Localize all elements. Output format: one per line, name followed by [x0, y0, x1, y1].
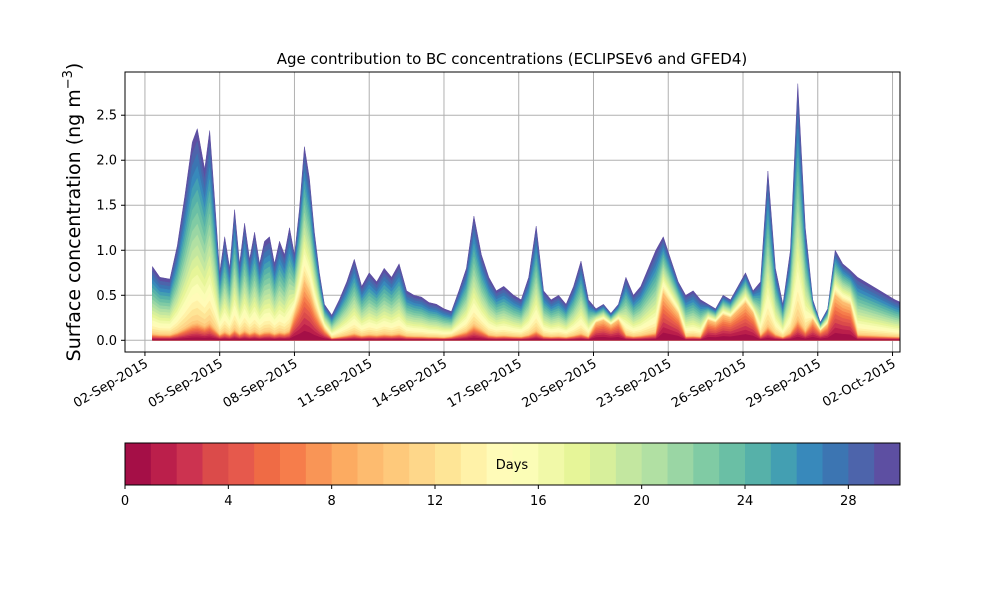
- colorbar-bin: [202, 443, 229, 485]
- age-band-0: [152, 330, 900, 341]
- colorbar-tick-label: 12: [427, 494, 444, 509]
- colorbar-tick-label: 0: [121, 494, 129, 509]
- colorbar-bin: [512, 443, 539, 485]
- colorbar-bin: [357, 443, 384, 485]
- colorbar-bin: [719, 443, 746, 485]
- colorbar-bin: [770, 443, 798, 485]
- x-tick-label: 23-Sep-2015: [594, 356, 674, 411]
- colorbar-tick-label: 16: [530, 494, 547, 509]
- colorbar-bin: [383, 443, 410, 485]
- colorbar-bin: [822, 443, 849, 485]
- colorbar-frame: [124, 442, 901, 486]
- x-tick-label: 08-Sep-2015: [221, 356, 301, 411]
- x-tick-label: 11-Sep-2015: [295, 356, 375, 411]
- colorbar-label: Days: [496, 458, 529, 473]
- x-tick-label: 17-Sep-2015: [445, 356, 525, 411]
- colorbar-bin: [564, 443, 591, 485]
- x-tick-label: 05-Sep-2015: [146, 356, 226, 411]
- x-tick-label: 02-Oct-2015: [820, 356, 898, 410]
- colorbar-bin: [538, 443, 565, 485]
- colorbar-bin: [590, 443, 617, 485]
- colorbar-bin: [150, 443, 178, 485]
- y-tick-label: 0.5: [96, 289, 117, 304]
- colorbar-bin: [745, 443, 772, 485]
- x-tick-label: 20-Sep-2015: [520, 356, 600, 411]
- colorbar-tick-label: 20: [633, 494, 650, 509]
- colorbar-tick-label: 24: [737, 494, 754, 509]
- y-tick-label: 2.5: [96, 109, 117, 124]
- colorbar-bin: [615, 443, 643, 485]
- y-axis-label-close: ): [63, 63, 85, 70]
- x-tick-label: 02-Sep-2015: [71, 356, 151, 411]
- colorbar-bin: [693, 443, 720, 485]
- age-band-2: [152, 317, 900, 341]
- colorbar-tick-label: 4: [224, 494, 232, 509]
- stacked-area-series: [152, 83, 900, 341]
- colorbar-tick-label: 28: [840, 494, 857, 509]
- colorbar-ticks: 0 4 8 12 16 20 24 28: [121, 485, 857, 509]
- y-tick-label: 1.0: [96, 244, 117, 259]
- colorbar-bin: [280, 443, 307, 485]
- y-tick-label: 2.0: [96, 154, 117, 169]
- y-axis-label-exponent: −3: [61, 70, 76, 89]
- colorbar-bin: [305, 443, 333, 485]
- y-tick-label: 0.0: [96, 334, 117, 349]
- colorbar-bin: [874, 443, 901, 485]
- y-tick-label: 1.5: [96, 199, 117, 214]
- colorbar-bin: [176, 443, 203, 485]
- x-tick-label: 26-Sep-2015: [669, 356, 749, 411]
- colorbar: [125, 443, 901, 485]
- age-band-1: [152, 323, 900, 341]
- colorbar-bin: [409, 443, 436, 485]
- colorbar-bin: [125, 443, 152, 485]
- y-axis-label-text: Surface concentration (ng m: [63, 89, 85, 361]
- y-axis-ticks: 0.0 0.5 1.0 1.5 2.0 2.5: [96, 109, 125, 349]
- colorbar-bin: [848, 443, 875, 485]
- x-tick-label: 14-Sep-2015: [370, 356, 450, 411]
- colorbar-bin: [796, 443, 823, 485]
- x-tick-label: 29-Sep-2015: [744, 356, 824, 411]
- colorbar-bin: [460, 443, 488, 485]
- colorbar-tick-label: 8: [328, 494, 336, 509]
- colorbar-bin: [486, 443, 513, 485]
- colorbar-bin: [228, 443, 255, 485]
- x-axis-ticks: 02-Sep-201505-Sep-201508-Sep-201511-Sep-…: [71, 352, 899, 411]
- plot-frame: [124, 71, 901, 353]
- colorbar-bin: [435, 443, 462, 485]
- colorbar-bin: [331, 443, 358, 485]
- colorbar-bin: [254, 443, 281, 485]
- colorbar-bin: [667, 443, 694, 485]
- colorbar-bin: [641, 443, 668, 485]
- y-axis-label: Surface concentration (ng m−3): [61, 63, 85, 362]
- chart-title: Age contribution to BC concentrations (E…: [277, 50, 748, 68]
